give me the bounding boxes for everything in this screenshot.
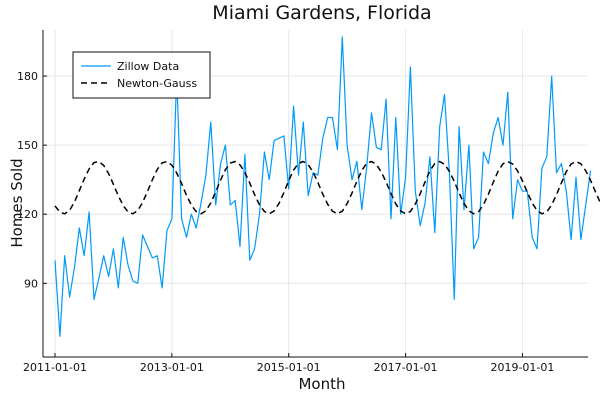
plot-area (54, 36, 600, 337)
y-tick-label: 150 (17, 139, 38, 152)
legend-box (72, 51, 211, 99)
chart-title: Miami Gardens, Florida (212, 2, 431, 24)
legend-label-1: Zillow Data (117, 60, 179, 73)
x-tick-label: 2019-01-01 (490, 361, 554, 374)
series-line-1 (54, 36, 592, 337)
y-tick-label: 120 (17, 208, 38, 221)
x-tick-label: 2017-01-01 (374, 361, 438, 374)
y-tick-label: 180 (17, 70, 38, 83)
series-line-2 (54, 160, 600, 215)
axes: 2011-01-01 2013-01-01 2015-01-01 2017-01-01… (17, 30, 588, 374)
x-tick-label: 2011-01-01 (23, 361, 87, 374)
legend-label-2: Newton-Gauss (117, 77, 197, 90)
x-axis-label: Month (298, 375, 345, 393)
y-axis-label: Homes Sold (8, 158, 26, 247)
y-tick-label: 90 (24, 277, 38, 290)
x-tick-label: 2013-01-01 (140, 361, 204, 374)
x-tick-label: 2015-01-01 (257, 361, 321, 374)
legend: Zillow Data Newton-Gauss (72, 51, 211, 99)
